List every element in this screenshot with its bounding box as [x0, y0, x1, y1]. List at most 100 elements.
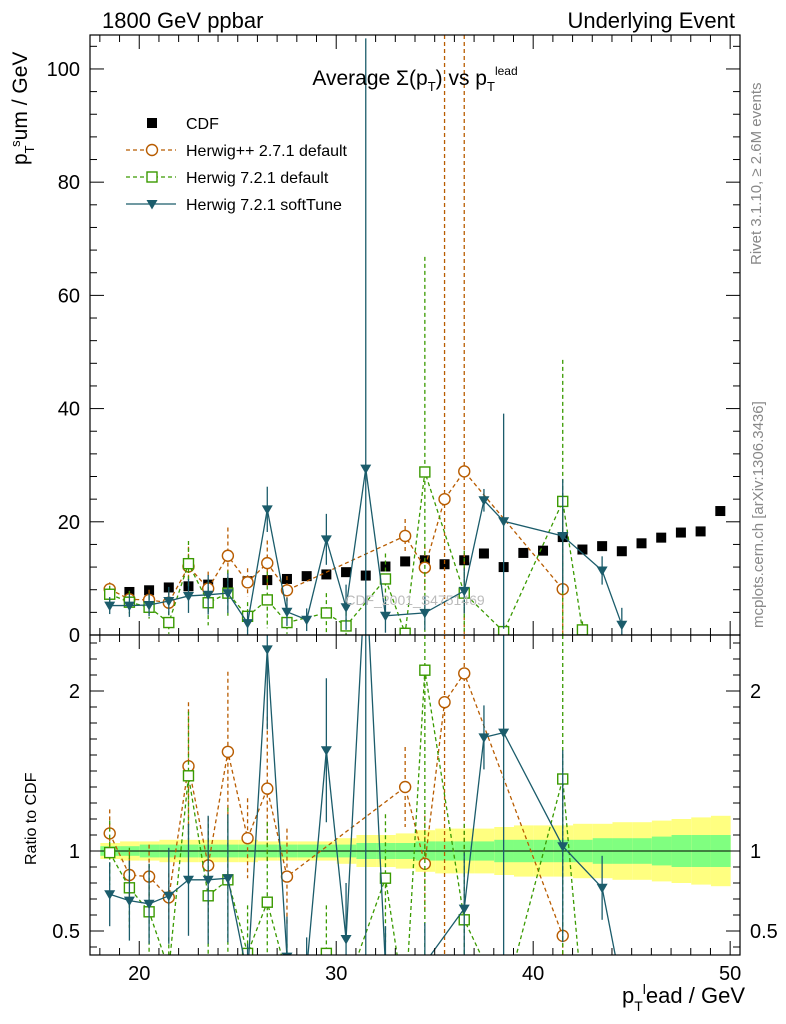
- y-tick-label: 40: [58, 399, 80, 421]
- data-point: [202, 590, 214, 601]
- ratio-uncertainty-band: [90, 815, 740, 887]
- data-point: [301, 615, 313, 626]
- ratio-data-point: [398, 780, 412, 794]
- data-point: [321, 569, 332, 580]
- ratio-data-point: [419, 664, 431, 676]
- data-point: [182, 591, 194, 602]
- data-point: [241, 576, 254, 589]
- legend-marker: [146, 200, 158, 210]
- data-point: [538, 545, 549, 556]
- data-point: [557, 531, 569, 542]
- data-point: [399, 627, 411, 635]
- data-point: [261, 505, 273, 515]
- x-tick-label: 20: [128, 963, 150, 985]
- ratio-data-point: [320, 947, 333, 955]
- ratio-data-point: [163, 891, 175, 902]
- data-point: [439, 559, 450, 570]
- data-point: [478, 548, 489, 559]
- data-point: [438, 492, 451, 506]
- ratio-data-point: [182, 770, 195, 782]
- data-point: [715, 506, 726, 517]
- rivet-side-label: Rivet 3.1.10, ≥ 2.6M events: [748, 83, 765, 266]
- y-tick-label: 20: [58, 512, 80, 534]
- data-point: [341, 567, 352, 578]
- data-point: [123, 601, 135, 612]
- data-point: [182, 557, 195, 570]
- ratio-data-point: [280, 870, 294, 883]
- data-point: [320, 535, 332, 545]
- data-point: [143, 601, 155, 611]
- data-point: [577, 544, 588, 555]
- data-point: [518, 547, 529, 558]
- ratio-data-point: [261, 782, 274, 795]
- ratio-data-point: [438, 696, 451, 709]
- y-tick-label: 0: [69, 625, 80, 647]
- legend: CDF Herwig++ 2.7.1 default Herwig 7.2.1 de…: [126, 116, 348, 214]
- x-tick-label: 40: [522, 963, 544, 985]
- data-point: [242, 619, 254, 629]
- data-point: [656, 532, 667, 543]
- data-point: [419, 608, 431, 619]
- ratio-y-tick-label-right: 2: [750, 681, 761, 703]
- ratio-data-point: [478, 733, 490, 743]
- data-point: [280, 584, 294, 597]
- ratio-data-point: [103, 846, 116, 859]
- ratio-y-tick-label-right: 1: [750, 841, 761, 863]
- ratio-data-point: [458, 904, 470, 915]
- ratio-data-point: [143, 899, 155, 910]
- ratio-series-line: [109, 635, 616, 955]
- ratio-data-point: [241, 832, 254, 845]
- watermark: CDF_2001_S4751469: [345, 592, 485, 608]
- legend-label: Herwig++ 2.7.1 default: [186, 143, 348, 160]
- data-point: [596, 566, 608, 576]
- ratio-data-point: [182, 875, 194, 886]
- ratio-data-point: [123, 896, 135, 907]
- data-point: [104, 601, 116, 612]
- ratio-data-point: [222, 874, 234, 884]
- data-point: [616, 546, 627, 557]
- data-point: [576, 624, 589, 635]
- data-point: [398, 529, 412, 543]
- header-left: 1800 GeV ppbar: [102, 8, 263, 33]
- data-point: [419, 466, 431, 478]
- ratio-data-point: [458, 667, 471, 680]
- header-right: Underlying Event: [567, 8, 735, 33]
- data-point: [597, 541, 608, 552]
- series-line: [109, 468, 623, 626]
- data-point: [458, 586, 470, 597]
- data-point: [675, 527, 686, 538]
- x-tick-label: 30: [325, 963, 347, 985]
- data-point: [458, 465, 471, 478]
- data-point: [400, 556, 411, 567]
- ratio-data-point: [498, 728, 510, 739]
- ratio-data-point: [104, 890, 116, 900]
- data-point: [261, 556, 274, 570]
- data-point: [340, 603, 352, 613]
- ratio-y-tick-label-right: 0.5: [750, 921, 778, 943]
- mcplots-side-label: mcplots.cern.ch [arXiv:1306.3436]: [750, 401, 767, 628]
- x-tick-label: 50: [719, 963, 741, 985]
- legend-label: Herwig 7.2.1 softTune: [186, 197, 342, 214]
- data-point: [320, 607, 333, 619]
- ratio-data-point: [221, 745, 235, 758]
- data-point: [616, 620, 628, 631]
- data-point: [261, 594, 273, 606]
- legend-marker: [145, 143, 159, 157]
- data-point: [498, 517, 510, 527]
- legend-marker: [147, 118, 157, 128]
- data-point: [221, 549, 235, 562]
- ratio-data-point: [320, 746, 332, 756]
- ratio-data-point: [557, 842, 569, 852]
- data-point: [379, 611, 391, 622]
- ratio-series-layer: [103, 635, 616, 955]
- data-point: [301, 571, 312, 582]
- data-point: [163, 616, 175, 629]
- ratio-data-point: [340, 935, 352, 945]
- ratio-data-point: [596, 883, 608, 894]
- ratio-y-tick-label: 1: [69, 841, 80, 863]
- legend-label: CDF: [186, 116, 219, 133]
- y-tick-label: 60: [58, 285, 80, 307]
- ratio-data-point: [379, 872, 392, 884]
- series-3: [104, 38, 628, 635]
